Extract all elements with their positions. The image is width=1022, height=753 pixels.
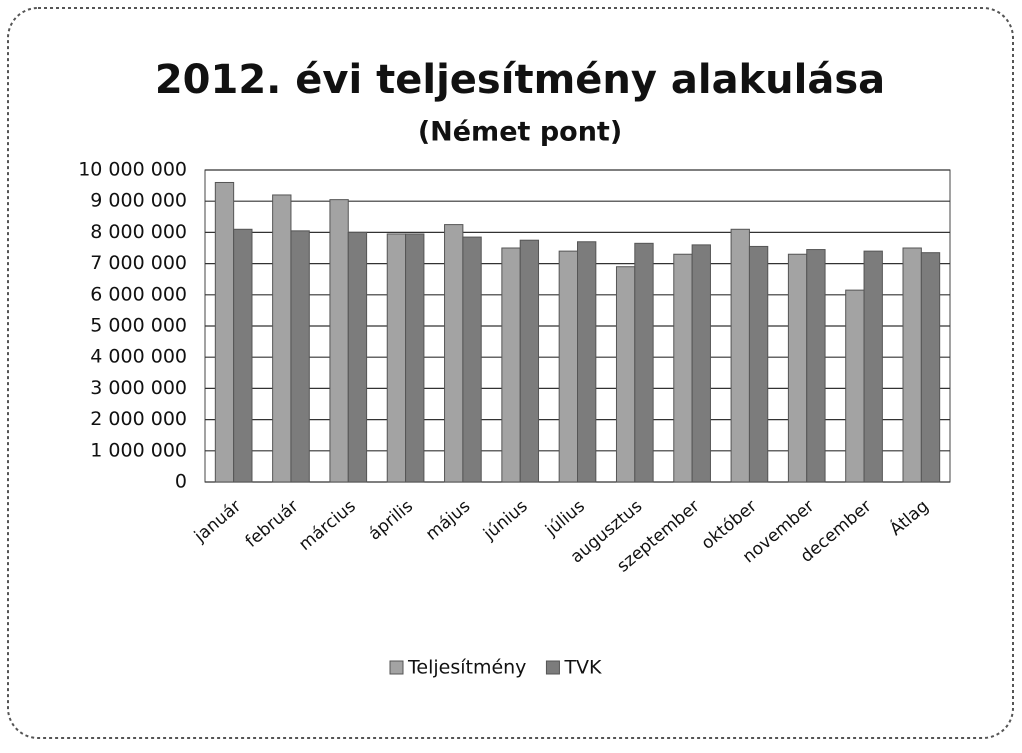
bar	[233, 228, 253, 483]
legend-label: TVK	[563, 657, 602, 679]
y-tick-label: 8 000 000	[90, 221, 187, 243]
chart-subtitle: (Német pont)	[418, 117, 622, 148]
y-tick-label: 7 000 000	[90, 252, 187, 274]
bar	[405, 233, 425, 483]
y-tick-label: 10 000 000	[78, 159, 187, 181]
bar	[730, 228, 750, 483]
y-tick-label: 2 000 000	[90, 408, 187, 430]
bar	[519, 239, 540, 483]
bar	[691, 244, 711, 483]
bar	[290, 230, 310, 483]
bar	[634, 242, 654, 483]
bar	[902, 247, 922, 483]
bar	[558, 250, 579, 483]
bar	[845, 289, 865, 483]
y-tick-label: 0	[175, 471, 187, 493]
bar	[386, 233, 407, 483]
y-tick-label: 9 000 000	[90, 190, 187, 212]
chart-title: 2012. évi teljesítmény alakulása	[155, 57, 885, 103]
y-tick-label: 6 000 000	[90, 283, 187, 305]
bar	[214, 181, 235, 483]
legend-swatch	[545, 660, 560, 675]
bar	[577, 241, 597, 483]
legend-swatch	[389, 660, 404, 675]
bar	[673, 253, 693, 483]
y-tick-label: 3 000 000	[90, 377, 187, 399]
bar	[748, 245, 769, 483]
bar	[272, 194, 292, 483]
bar	[863, 250, 883, 483]
bar	[444, 224, 464, 483]
bar	[920, 252, 941, 483]
bar	[787, 253, 808, 483]
bar	[806, 249, 826, 483]
bar	[462, 236, 482, 483]
bar	[501, 247, 521, 483]
y-tick-label: 5 000 000	[90, 315, 187, 337]
bar	[615, 266, 636, 483]
legend-label: Teljesítmény	[407, 657, 526, 679]
y-tick-label: 1 000 000	[90, 439, 187, 461]
bar	[347, 231, 368, 483]
bar	[329, 199, 349, 483]
y-tick-label: 4 000 000	[90, 346, 187, 368]
